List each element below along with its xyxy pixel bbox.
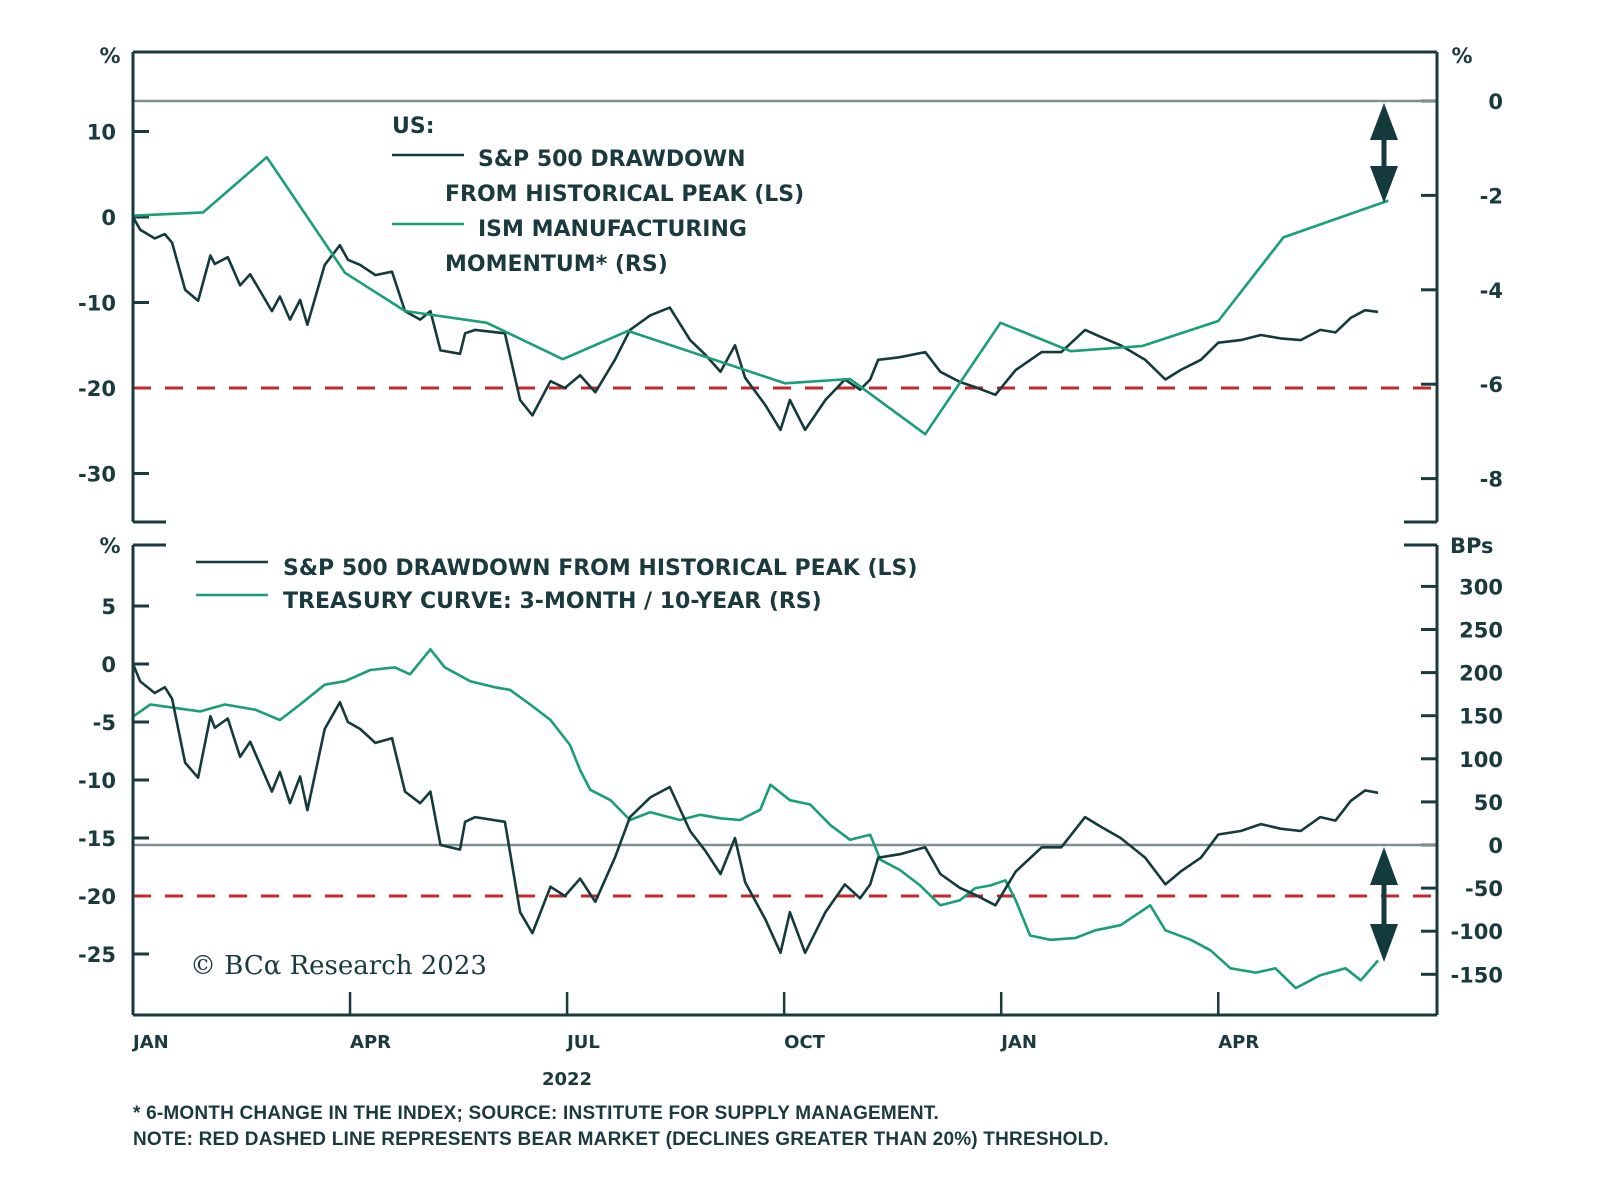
- right-tick-label: -50: [1465, 877, 1503, 901]
- left-tick-label: 0: [101, 653, 116, 677]
- x-tick-label: APR: [1218, 1032, 1259, 1053]
- left-tick-label: -20: [78, 377, 116, 401]
- right-tick-label: -150: [1450, 963, 1503, 987]
- top-panel-frame: [131, 50, 1439, 524]
- left-tick-label: -25: [78, 943, 116, 967]
- bottom-left-unit: %: [99, 534, 120, 558]
- top-left-axis-ticks: 10 0 -10 -20 -30: [78, 121, 149, 487]
- top-legend-sp500-label-line2: FROM HISTORICAL PEAK (LS): [445, 182, 804, 207]
- top-arrow-up-head-icon: [1370, 103, 1398, 140]
- left-tick-label: -30: [78, 463, 116, 487]
- treasury-curve-line: [132, 647, 1380, 990]
- top-legend-title: US:: [392, 114, 435, 139]
- bottom-panel-frame: [131, 543, 1439, 1017]
- left-tick-label: -15: [78, 827, 116, 851]
- right-tick-label: -2: [1480, 184, 1503, 208]
- left-tick-label: -10: [78, 769, 116, 793]
- bottom-panel: % BPs 50-5-10-15-20-25 30025020015010050…: [78, 534, 1503, 1017]
- top-legend-sp500-label-line1: S&P 500 DRAWDOWN: [478, 147, 746, 172]
- bottom-legend: S&P 500 DRAWDOWN FROM HISTORICAL PEAK (L…: [196, 556, 917, 614]
- footnote-bear-market-note: NOTE: RED DASHED LINE REPRESENTS BEAR MA…: [133, 1129, 1109, 1150]
- right-tick-label: 300: [1459, 575, 1503, 599]
- top-legend-ism-label-line1: ISM MANUFACTURING: [478, 217, 747, 242]
- x-tick-label: JAN: [999, 1032, 1037, 1053]
- top-legend: US: S&P 500 DRAWDOWN FROM HISTORICAL PEA…: [392, 114, 804, 277]
- bottom-arrow-annotation: [1370, 847, 1398, 962]
- top-right-axis-ticks: 0 -2 -4 -6 -8: [1421, 90, 1503, 492]
- ism-momentum-line: [132, 155, 1389, 436]
- copyright-label: © BCα Research 2023: [190, 951, 487, 981]
- bottom-series: [131, 647, 1380, 990]
- right-tick-label: 0: [1488, 90, 1503, 114]
- right-tick-label: 50: [1474, 791, 1503, 815]
- x-axis: JAN APR JUL OCT JAN APR: [131, 992, 1259, 1053]
- top-reference-lines: [133, 99, 1437, 390]
- top-panel: % % 10 0 -10 -20 -30 0 -2 -4 -6 -8 US: S&P 500 D…: [78, 44, 1503, 524]
- left-tick-label: 5: [101, 595, 116, 619]
- right-tick-label: -6: [1480, 373, 1503, 397]
- x-tick-label: OCT: [784, 1032, 826, 1053]
- right-tick-label: -4: [1480, 279, 1503, 303]
- top-series: [131, 155, 1389, 436]
- left-tick-label: -5: [93, 711, 116, 735]
- left-tick-label: -10: [78, 292, 116, 316]
- top-arrow-annotation: [1370, 103, 1398, 203]
- x-tick-label: APR: [350, 1032, 391, 1053]
- right-tick-label: -8: [1480, 468, 1503, 492]
- top-right-unit: %: [1451, 44, 1472, 68]
- top-left-unit: %: [99, 44, 120, 68]
- right-tick-label: -100: [1450, 920, 1503, 944]
- sp500-drawdown-line-top: [131, 216, 1379, 432]
- x-tick-label: JUL: [565, 1032, 600, 1053]
- right-tick-label: 0: [1488, 834, 1503, 858]
- right-tick-label: 250: [1459, 619, 1503, 643]
- bottom-arrow-down-head-icon: [1370, 924, 1398, 962]
- bottom-reference-lines: [133, 843, 1437, 898]
- bottom-legend-sp500-label: S&P 500 DRAWDOWN FROM HISTORICAL PEAK (L…: [283, 556, 917, 581]
- left-tick-label: 0: [101, 206, 116, 230]
- bottom-legend-treasury-label: TREASURY CURVE: 3-MONTH / 10-YEAR (RS): [283, 589, 822, 614]
- bottom-right-unit: BPs: [1450, 534, 1494, 558]
- bottom-left-axis-ticks: 5 0 -5 -10 -15 -20 -25: [78, 595, 149, 967]
- top-legend-ism-label-line2: MOMENTUM* (RS): [445, 252, 668, 277]
- x-tick-label: JAN: [131, 1032, 169, 1053]
- right-tick-label: 150: [1459, 705, 1503, 729]
- left-tick-label: 10: [87, 121, 116, 145]
- year-label: 2022: [542, 1069, 592, 1090]
- right-tick-label: 100: [1459, 748, 1503, 772]
- bottom-right-axis-ticks: 300 250 200 150 100 50 0 -50 -100 -150: [1421, 575, 1503, 987]
- top-arrow-down-head-icon: [1370, 166, 1398, 203]
- left-tick-label: -20: [78, 885, 116, 909]
- sp500-drawdown-line-bottom: [131, 663, 1379, 955]
- right-tick-label: 200: [1459, 662, 1503, 686]
- bottom-arrow-up-head-icon: [1370, 847, 1398, 885]
- footnote-ism-source: * 6-MONTH CHANGE IN THE INDEX; SOURCE: I…: [133, 1103, 939, 1124]
